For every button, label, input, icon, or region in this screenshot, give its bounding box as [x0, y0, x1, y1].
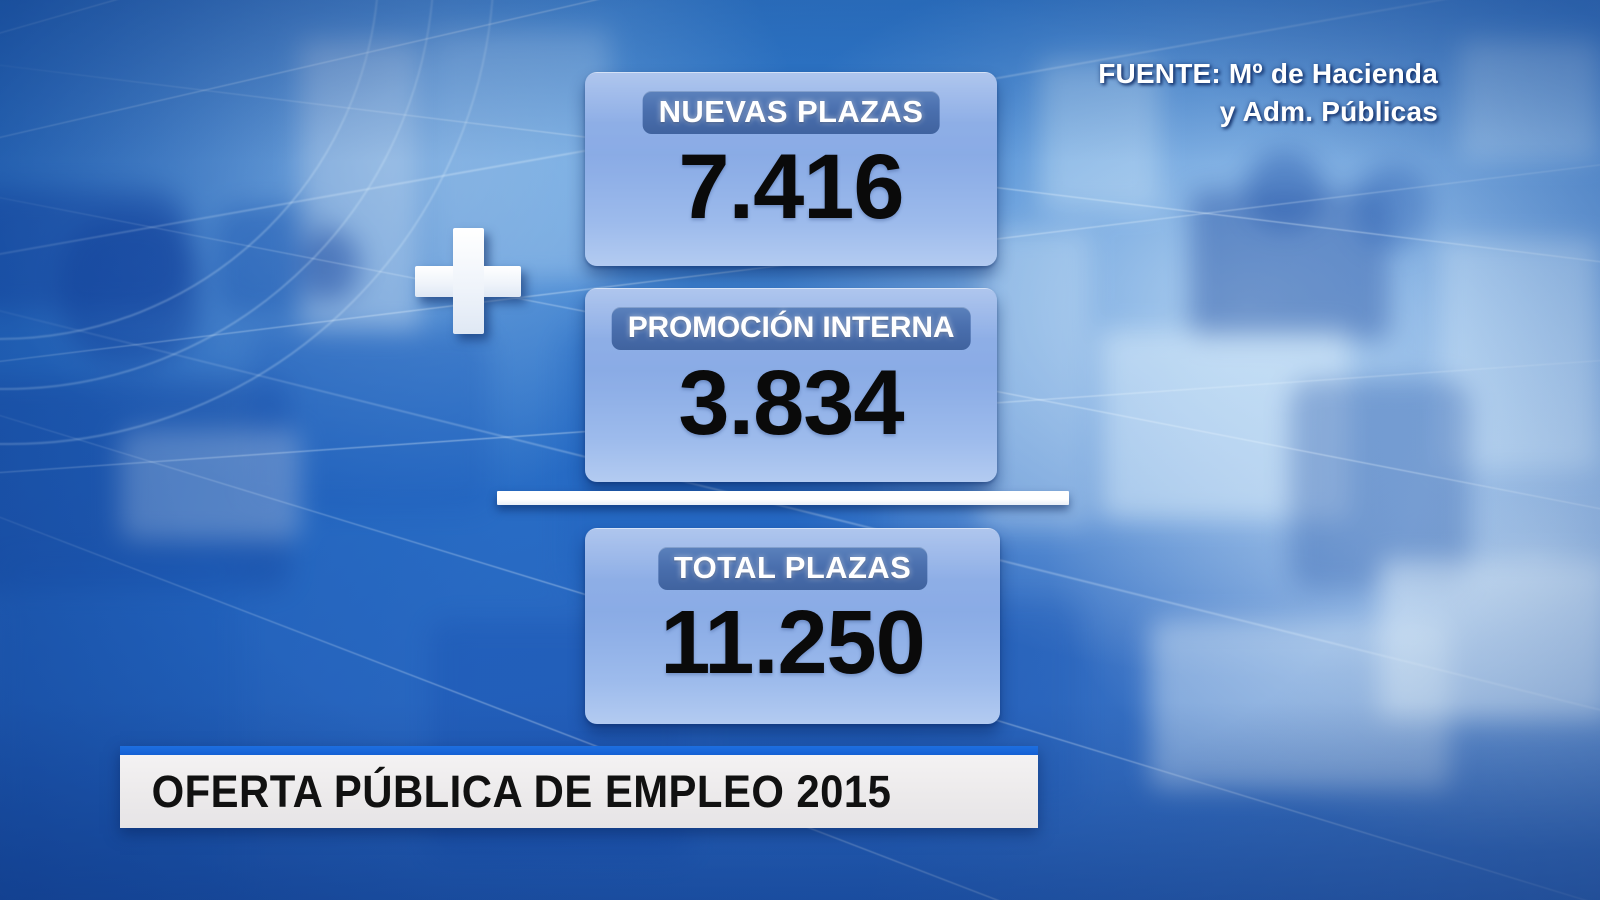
stat-card-label-pill: PROMOCIÓN INTERNA	[611, 307, 971, 350]
stat-card-total-plazas: TOTAL PLAZAS 11.250	[585, 528, 1000, 724]
stat-card-label: NUEVAS PLAZAS	[658, 94, 924, 129]
source-credit: FUENTE: Mº de Hacienda y Adm. Públicas	[1098, 55, 1438, 131]
source-credit-line-2: y Adm. Públicas	[1219, 96, 1438, 127]
stat-card-label: PROMOCIÓN INTERNA	[627, 311, 955, 344]
banner-accent-strip	[120, 746, 1038, 755]
banner-body: OFERTA PÚBLICA DE EMPLEO 2015	[120, 755, 1038, 828]
banner-title: OFERTA PÚBLICA DE EMPLEO 2015	[151, 765, 892, 817]
stat-card-value: 3.834	[678, 352, 904, 454]
sum-divider-line	[497, 491, 1069, 505]
stat-card-label-pill: NUEVAS PLAZAS	[642, 91, 940, 134]
plus-operator-icon	[415, 228, 521, 334]
stat-card-promocion-interna: PROMOCIÓN INTERNA 3.834	[585, 288, 997, 482]
stat-card-label: TOTAL PLAZAS	[673, 550, 912, 585]
stat-card-nuevas-plazas: NUEVAS PLAZAS 7.416	[585, 72, 997, 266]
source-credit-line-1: FUENTE: Mº de Hacienda	[1098, 58, 1438, 89]
stat-card-value: 11.250	[660, 593, 925, 693]
stat-card-label-pill: TOTAL PLAZAS	[657, 547, 928, 590]
lower-third-banner: OFERTA PÚBLICA DE EMPLEO 2015	[120, 746, 1038, 828]
stat-card-value: 7.416	[678, 136, 904, 238]
